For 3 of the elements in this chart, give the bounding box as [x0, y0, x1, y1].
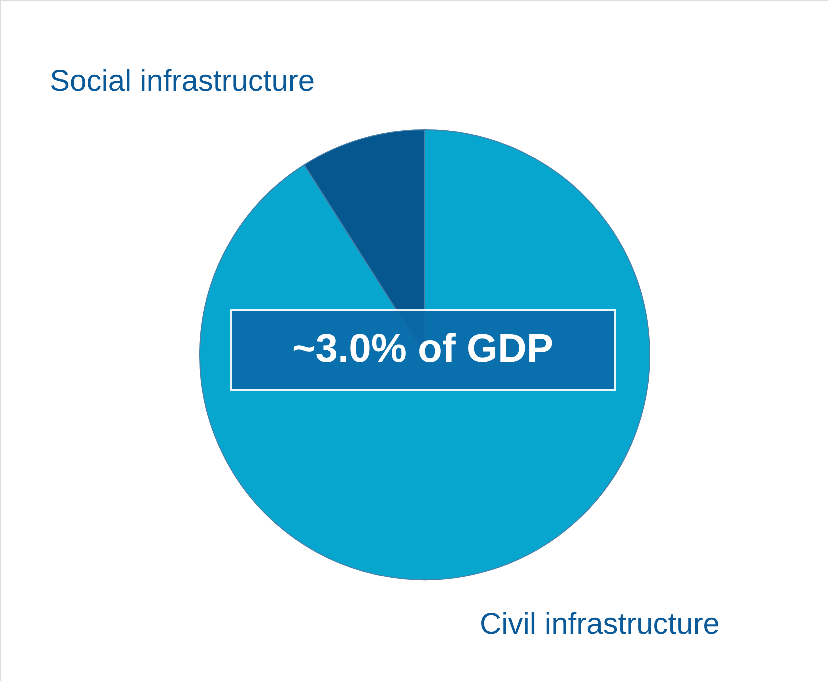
- slice-label: Social infrastructure: [50, 65, 316, 98]
- text: ~3.0% of GDP: [292, 327, 554, 371]
- slice-label: Civil infrastructure: [480, 608, 720, 641]
